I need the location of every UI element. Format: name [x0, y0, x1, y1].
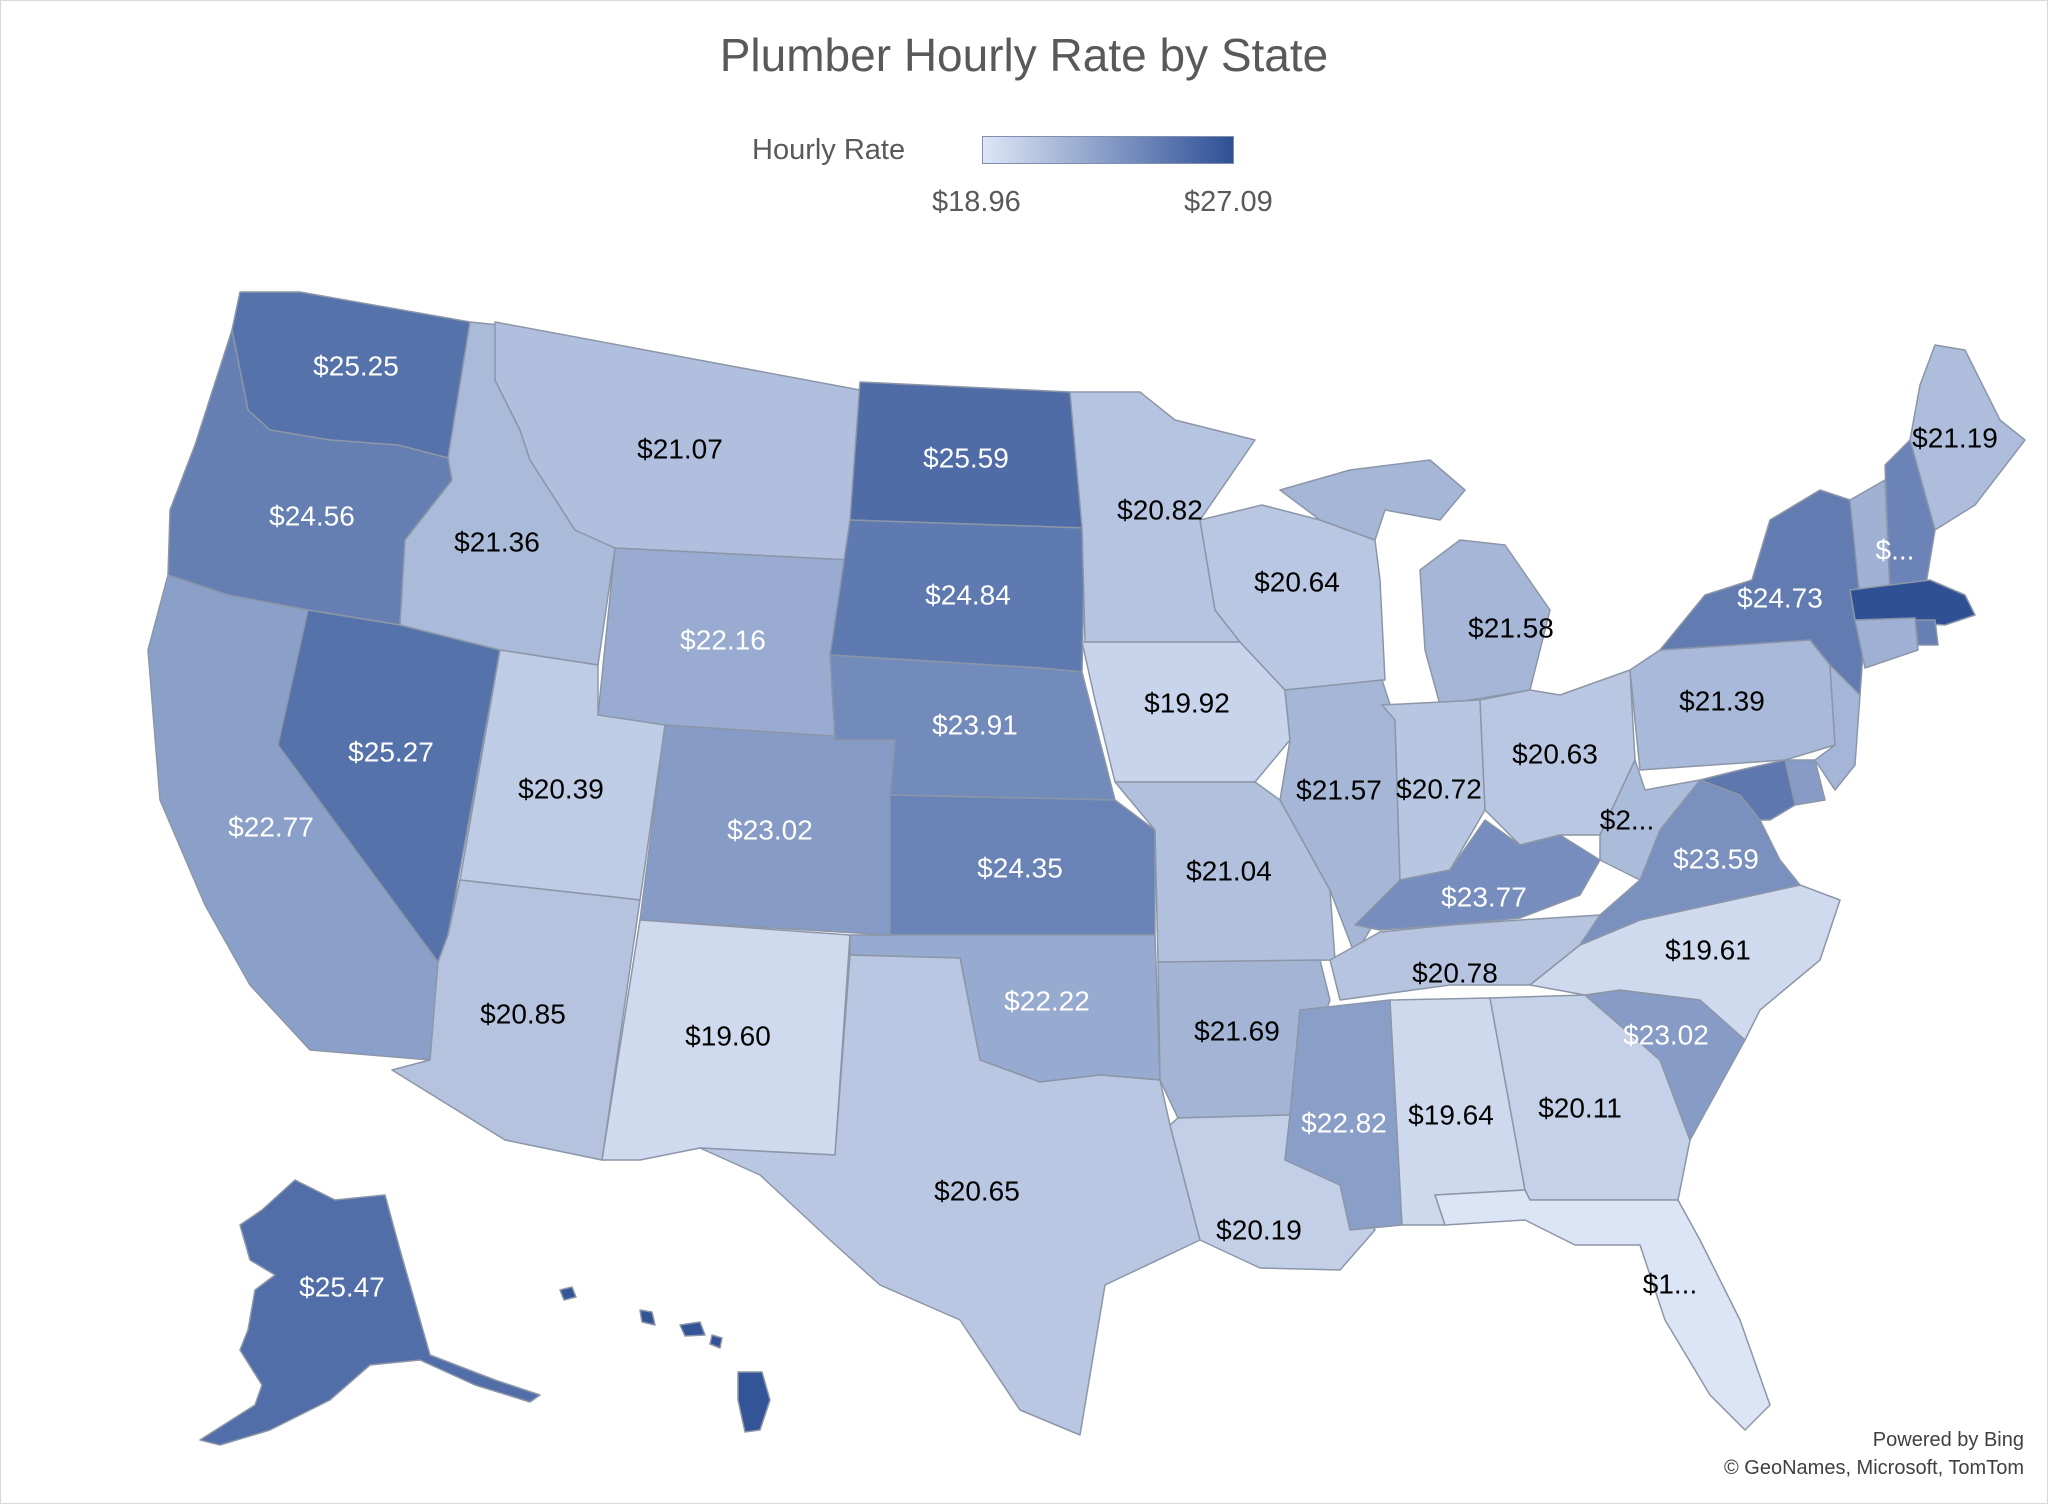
state-label-sd: $24.84 — [925, 579, 1011, 610]
state-az[interactable] — [391, 879, 641, 1161]
state-label-nc: $19.61 — [1665, 934, 1751, 965]
state-label-pa: $21.39 — [1679, 685, 1765, 716]
state-label-nv: $25.27 — [348, 736, 434, 767]
state-label-la: $20.19 — [1216, 1214, 1302, 1245]
state-label-ia: $19.92 — [1144, 687, 1230, 718]
state-label-mo: $21.04 — [1186, 855, 1272, 886]
state-label-wy: $22.16 — [680, 624, 766, 655]
state-label-me: $21.19 — [1912, 422, 1998, 453]
state-label-az: $20.85 — [480, 998, 566, 1029]
state-label-ar: $21.69 — [1194, 1015, 1280, 1046]
state-label-ne: $23.91 — [932, 709, 1018, 740]
state-tx[interactable] — [699, 954, 1201, 1436]
state-label-va: $23.59 — [1673, 843, 1759, 874]
state-wi[interactable] — [1199, 504, 1386, 691]
map-title: Plumber Hourly Rate by State — [719, 29, 1329, 81]
state-label-ok: $22.22 — [1004, 985, 1090, 1016]
state-label-oh: $20.63 — [1512, 738, 1598, 769]
credit-sources: © GeoNames, Microsoft, TomTom — [1724, 1457, 2024, 1479]
state-label-tx: $20.65 — [934, 1175, 1020, 1206]
attribution: Powered by Bing © GeoNames, Microsoft, T… — [1724, 1426, 2024, 1482]
state-ak[interactable] — [199, 1179, 541, 1446]
state-label-mi: $21.58 — [1468, 612, 1554, 643]
legend-color-scale — [982, 136, 1234, 164]
state-label-al: $19.64 — [1408, 1099, 1494, 1130]
state-label-ut: $20.39 — [518, 773, 604, 804]
state-ct[interactable] — [1854, 617, 1919, 669]
state-label-ga: $20.11 — [1538, 1092, 1622, 1123]
state-ks[interactable] — [889, 794, 1156, 936]
state-label-nd: $25.59 — [923, 442, 1009, 473]
state-me[interactable] — [1909, 344, 2026, 531]
state-label-ca: $22.77 — [228, 811, 314, 842]
state-label-il: $21.57 — [1296, 774, 1382, 805]
state-label-nh: $... — [1876, 534, 1915, 565]
state-label-tn: $20.78 — [1412, 957, 1498, 988]
state-label-sc: $23.02 — [1623, 1019, 1709, 1050]
state-label-ks: $24.35 — [977, 852, 1063, 883]
state-fl[interactable] — [1434, 1189, 1771, 1431]
legend-min-label: $18.96 — [932, 186, 1021, 218]
state-md[interactable] — [1699, 759, 1796, 821]
state-label-wi: $20.64 — [1254, 566, 1340, 597]
state-label-wa: $25.25 — [313, 350, 399, 381]
state-label-mn: $20.82 — [1117, 494, 1203, 525]
state-ri[interactable] — [1914, 619, 1939, 646]
state-label-ak: $25.47 — [299, 1271, 385, 1302]
state-label-nm: $19.60 — [685, 1020, 771, 1051]
state-label-fl: $1... — [1643, 1268, 1697, 1299]
state-label-or: $24.56 — [269, 500, 355, 531]
state-wv[interactable] — [1599, 759, 1701, 881]
state-label-ms: $22.82 — [1301, 1107, 1387, 1138]
credit-powered-by: Powered by Bing — [1872, 1429, 2024, 1451]
state-label-mt: $21.07 — [637, 433, 723, 464]
state-mi[interactable] — [1279, 459, 1551, 706]
state-nj[interactable] — [1814, 664, 1861, 791]
legend-max-label: $27.09 — [1184, 186, 1273, 218]
state-label-id: $21.36 — [454, 526, 540, 557]
state-label-ny: $24.73 — [1737, 582, 1823, 613]
state-label-co: $23.02 — [727, 814, 813, 845]
state-label-in: $20.72 — [1396, 773, 1482, 804]
legend-title: Hourly Rate — [752, 134, 906, 166]
state-label-wv: $2... — [1600, 804, 1654, 835]
state-label-ky: $23.77 — [1441, 881, 1527, 912]
state-ca[interactable] — [147, 574, 441, 1061]
state-hi[interactable] — [559, 1286, 771, 1433]
